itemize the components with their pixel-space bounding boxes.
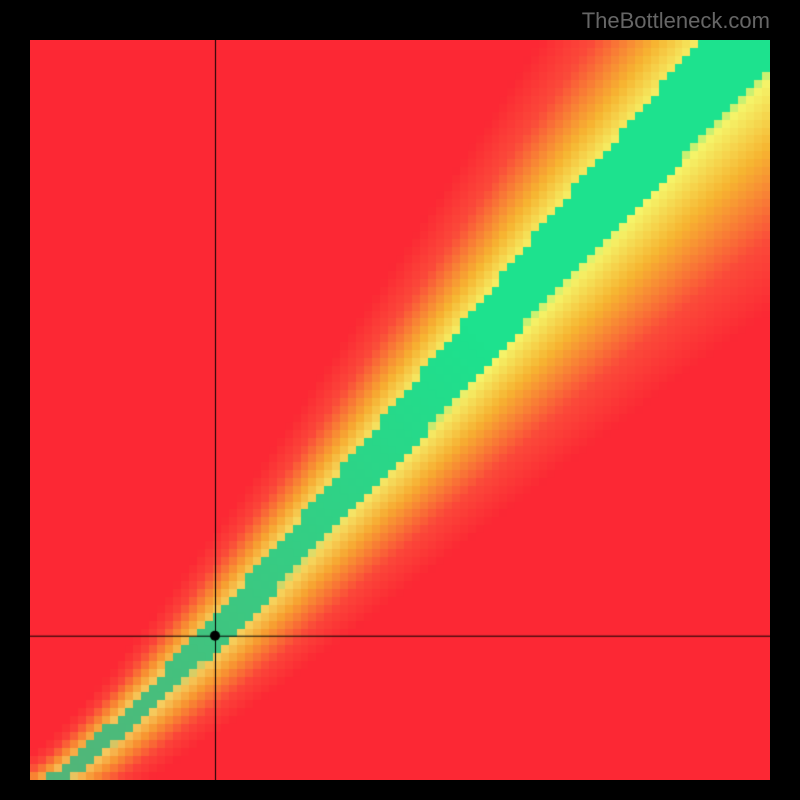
chart-container: TheBottleneck.com xyxy=(0,0,800,800)
heatmap-plot xyxy=(30,40,770,780)
watermark-text: TheBottleneck.com xyxy=(582,8,770,34)
heatmap-canvas xyxy=(30,40,770,780)
